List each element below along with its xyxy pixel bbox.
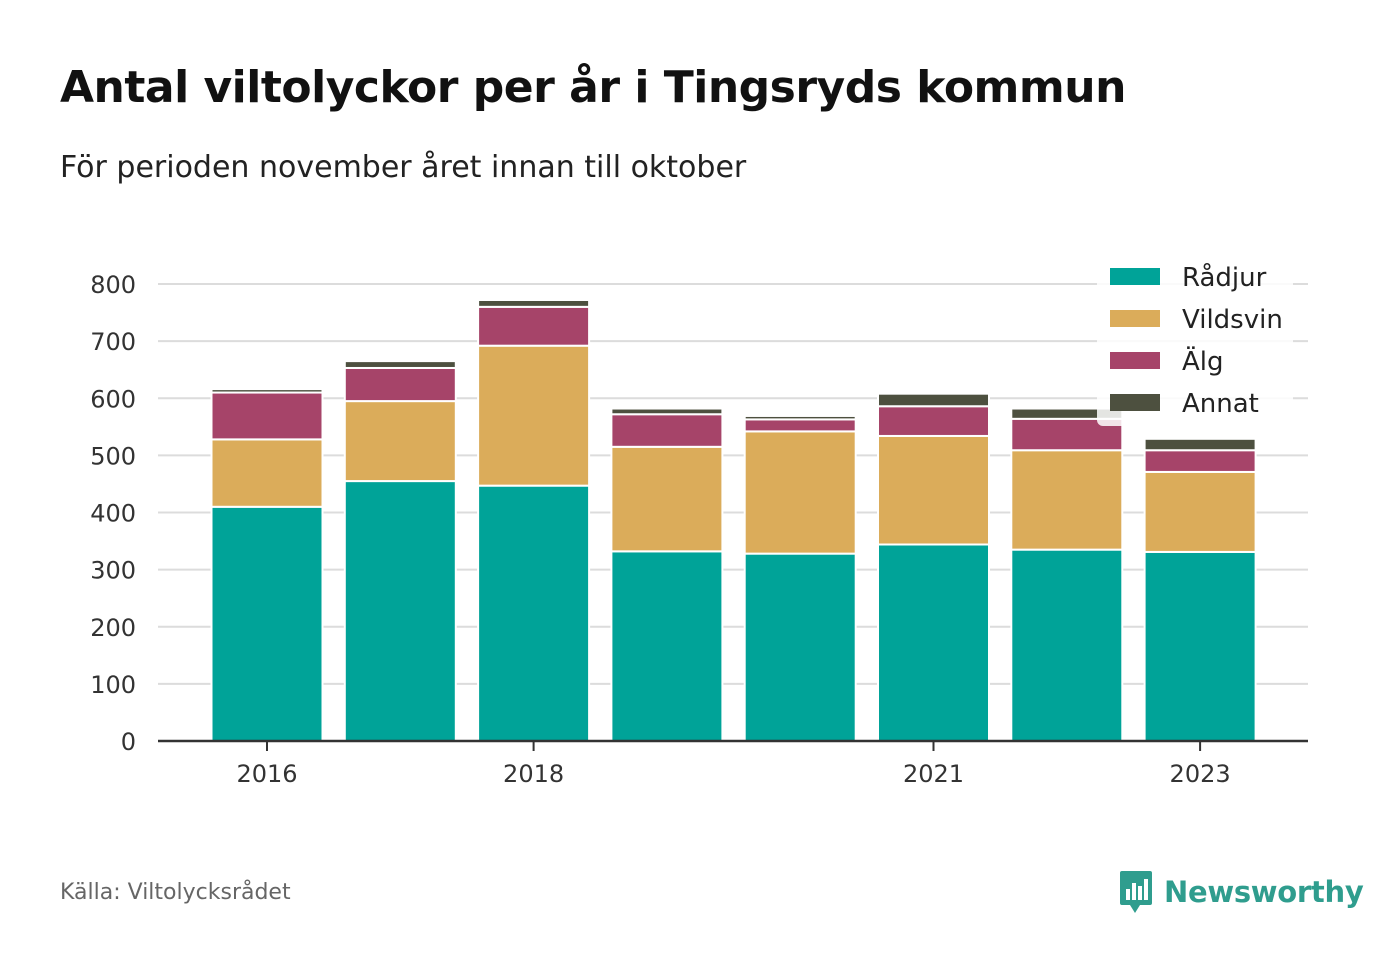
y-tick-label: 300 bbox=[90, 557, 136, 585]
bar-segment bbox=[1143, 449, 1257, 473]
legend-background bbox=[1097, 254, 1293, 426]
legend-swatch bbox=[1110, 268, 1160, 285]
y-tick-label: 500 bbox=[90, 442, 136, 470]
page-title: Antal viltolyckor per år i Tingsryds kom… bbox=[60, 62, 1126, 113]
legend-swatch bbox=[1110, 310, 1160, 327]
x-tick-label: 2021 bbox=[903, 760, 964, 788]
y-tick-label: 700 bbox=[90, 328, 136, 356]
bar-segment bbox=[877, 543, 990, 742]
legend-label: Annat bbox=[1182, 389, 1259, 419]
bar-segment bbox=[1010, 548, 1124, 742]
bar-segment bbox=[743, 414, 857, 421]
bar-segment bbox=[877, 405, 990, 437]
bar-segment bbox=[477, 305, 591, 347]
y-tick-label: 0 bbox=[121, 728, 136, 756]
x-tick-label: 2018 bbox=[503, 760, 564, 788]
y-axis: 0 100 200 300 400 500 600 700 800 bbox=[90, 271, 136, 756]
bar-segment bbox=[1010, 449, 1124, 551]
bars bbox=[210, 298, 1257, 743]
x-tick-label: 2023 bbox=[1170, 760, 1231, 788]
bar-segment bbox=[610, 413, 724, 448]
bar-segment bbox=[1143, 470, 1257, 553]
source-note: Källa: Viltolycksrådet bbox=[60, 880, 291, 905]
y-tick-label: 100 bbox=[90, 671, 136, 699]
bar-segment bbox=[610, 445, 724, 553]
bar-segment bbox=[877, 434, 990, 546]
legend-label: Vildsvin bbox=[1182, 305, 1283, 335]
page-subtitle: För perioden november året innan till ok… bbox=[60, 150, 747, 185]
bar-segment bbox=[477, 298, 591, 308]
legend: Rådjur Vildsvin Älg Annat bbox=[1097, 254, 1293, 426]
bar-segment bbox=[1143, 437, 1257, 452]
brand-logo[interactable]: Newsworthy bbox=[1118, 868, 1364, 916]
bar-segment bbox=[343, 480, 457, 742]
y-tick-label: 600 bbox=[90, 385, 136, 413]
bar-segment bbox=[743, 430, 857, 555]
legend-swatch bbox=[1110, 352, 1160, 369]
y-tick-label: 200 bbox=[90, 614, 136, 642]
y-tick-label: 400 bbox=[90, 500, 136, 528]
x-axis: 2016 2018 2021 2023 bbox=[158, 739, 1308, 788]
bar-segment bbox=[210, 505, 324, 742]
bar-segment bbox=[743, 552, 857, 742]
legend-swatch bbox=[1110, 394, 1160, 411]
bar-segment bbox=[477, 344, 591, 487]
bar-segment bbox=[343, 366, 457, 403]
bar-segment bbox=[877, 392, 990, 408]
bar-segment bbox=[343, 400, 457, 483]
x-tick-label: 2016 bbox=[236, 760, 297, 788]
legend-label: Rådjur bbox=[1182, 262, 1267, 293]
bar-segment bbox=[1143, 550, 1257, 743]
bar-segment bbox=[610, 407, 724, 416]
bar-segment bbox=[477, 484, 591, 742]
y-tick-label: 800 bbox=[90, 271, 136, 299]
bar-segment bbox=[343, 360, 457, 369]
bar-segment bbox=[743, 418, 857, 433]
brand-name: Newsworthy bbox=[1164, 875, 1364, 909]
bar-segment bbox=[210, 438, 324, 508]
bar-segment bbox=[210, 391, 324, 441]
newsworthy-logo-icon bbox=[1120, 871, 1152, 913]
bar-segment bbox=[610, 550, 724, 742]
bar-segment bbox=[210, 388, 324, 394]
legend-label: Älg bbox=[1182, 345, 1224, 377]
